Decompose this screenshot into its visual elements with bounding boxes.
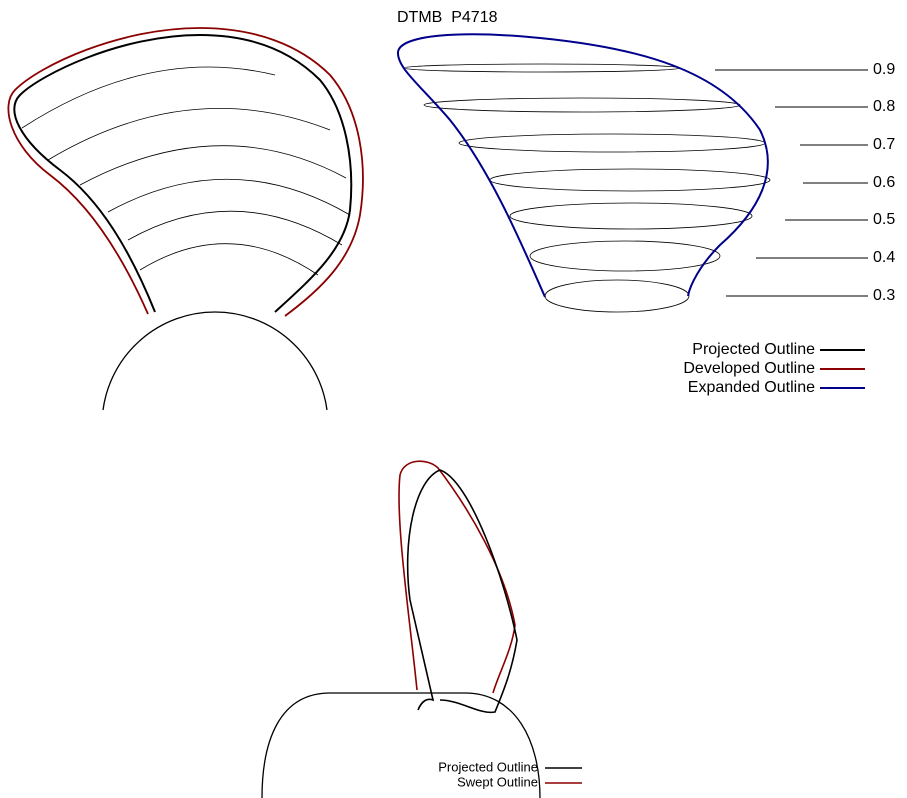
side-view [261, 460, 541, 798]
radius-lines [715, 69, 868, 297]
projected-outline [406, 469, 518, 714]
radius-label: 0.8 [873, 98, 895, 115]
radius-label: 0.3 [873, 287, 895, 304]
sections [21, 66, 351, 276]
radius-label: 0.5 [873, 211, 895, 228]
title: DTMB P4718 [397, 9, 498, 26]
expanded-view: 0.9 0.8 0.7 0.6 0.5 0.4 0.3 [396, 33, 895, 313]
legend-label: Swept Outline [457, 774, 538, 789]
expanded-outline [396, 33, 769, 298]
radius-label: 0.6 [873, 174, 895, 191]
projected-outline [13, 33, 353, 313]
radius-label: 0.4 [873, 249, 895, 266]
developed-outline [7, 27, 364, 317]
sections [403, 63, 771, 313]
hub [261, 692, 541, 798]
legend-label: Projected Outline [438, 759, 538, 774]
radius-label: 0.7 [873, 136, 895, 153]
legend-label: Expanded Outline [688, 379, 815, 396]
swept-outline [398, 460, 516, 694]
radius-label: 0.9 [873, 61, 895, 78]
legend-top: Projected Outline Developed Outline Expa… [683, 341, 865, 396]
legend-label: Developed Outline [683, 360, 815, 377]
legend-label: Projected Outline [692, 341, 815, 358]
hub [102, 311, 328, 411]
legend-bottom: Projected Outline Swept Outline [438, 759, 582, 789]
blade-view [7, 27, 364, 411]
